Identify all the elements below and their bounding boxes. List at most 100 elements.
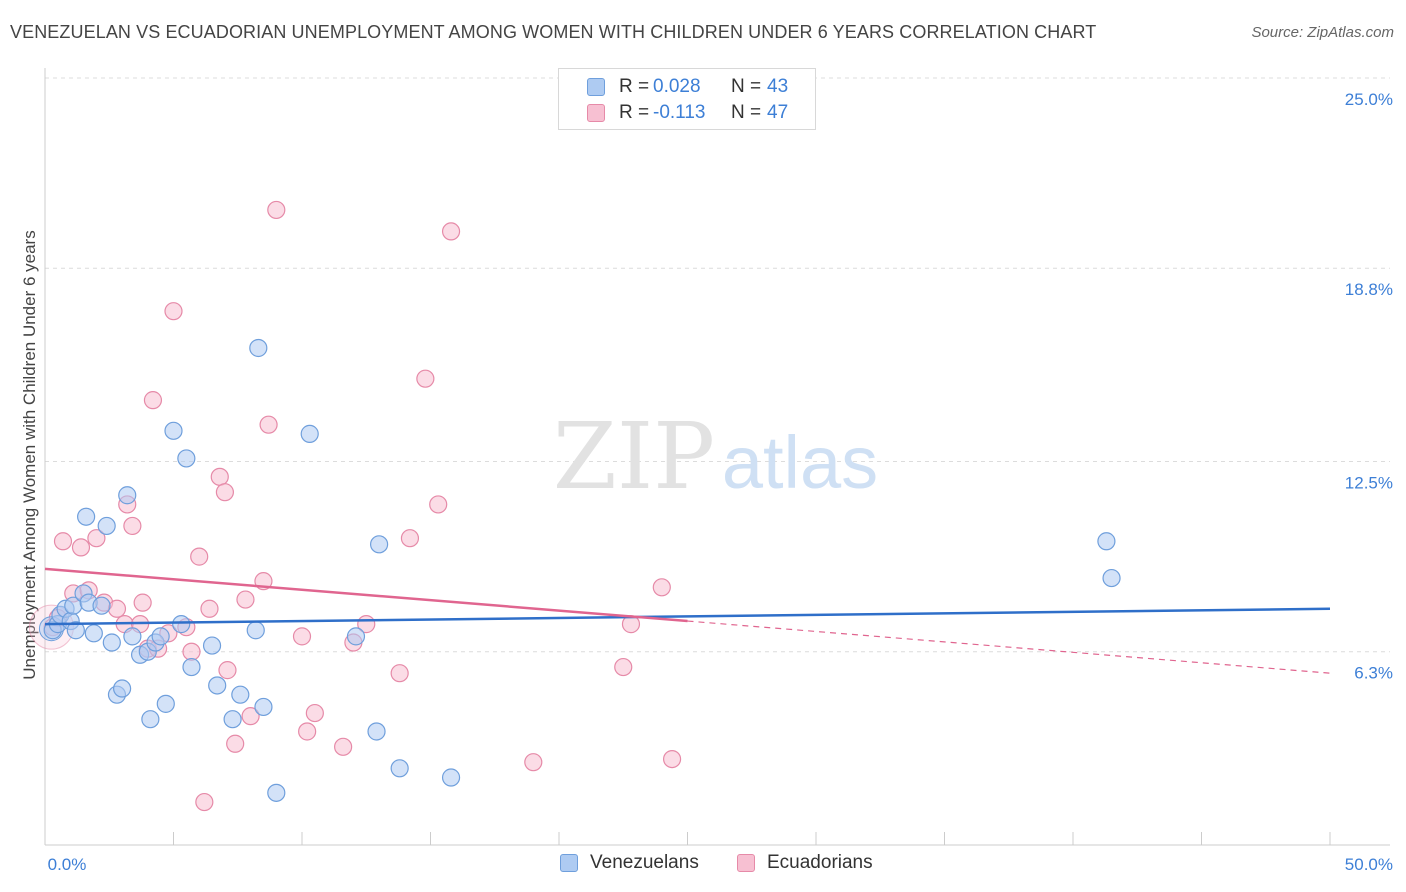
venezuelans-point — [346, 627, 366, 646]
grid-lines — [45, 77, 1390, 653]
ecuadorians-point — [210, 467, 229, 486]
venezuelans-point — [164, 421, 183, 440]
ecuadorians-label: Ecuadorians — [767, 852, 873, 873]
legend-n-value: 43 — [767, 76, 789, 97]
ecuadorians-point — [123, 516, 142, 536]
venezuelans-point — [390, 759, 409, 778]
ecuadorians-trend-line — [44, 567, 688, 623]
ecuadorians-point — [305, 703, 324, 723]
ecuadorians-point — [524, 753, 543, 772]
venezuelans-point — [156, 694, 175, 713]
venezuelans-point — [97, 516, 116, 536]
ecuadorians-point — [267, 200, 286, 220]
ecuadorians-point — [236, 590, 255, 609]
ecuadorians-point — [400, 529, 420, 548]
y-tick-label: 25.0% — [1345, 90, 1393, 109]
y-tick-label: 18.8% — [1345, 280, 1393, 299]
ecuadorians-point — [195, 792, 214, 812]
ecuadorians-swatch — [737, 854, 755, 872]
ecuadorians-trend-extension — [687, 620, 1331, 674]
legend-r-value: -0.113 — [653, 102, 706, 123]
ecuadorians-point — [441, 222, 461, 241]
ecuadorians-point — [200, 599, 219, 618]
x-tick-label: 50.0% — [1345, 855, 1393, 874]
venezuelans-point — [112, 679, 132, 698]
trend-lines — [44, 567, 1331, 674]
ecuadorians-point — [143, 391, 163, 410]
venezuelans-point — [441, 768, 461, 787]
chart-title: VENEZUELAN VS ECUADORIAN UNEMPLOYMENT AM… — [10, 22, 1097, 42]
ecuadorians-point — [164, 302, 183, 321]
ecuadorians-point — [298, 722, 317, 741]
venezuelans-point — [208, 676, 227, 695]
ecuadorians-point — [133, 593, 152, 612]
venezuelans-point — [1102, 568, 1121, 588]
axes — [44, 68, 1390, 846]
ecuadorians-point — [334, 737, 353, 756]
venezuelans-point — [1097, 532, 1116, 551]
venezuelans-point — [231, 685, 250, 704]
venezuelans-point — [249, 338, 268, 358]
venezuelans-point — [66, 621, 85, 640]
venezuelans-point — [92, 596, 111, 615]
venezuelans-point — [202, 636, 222, 655]
correlation-legend: R = 0.028 N = 43 R = -0.113 N = 47 — [558, 68, 816, 130]
legend-r-value: 0.028 — [653, 76, 701, 97]
venezuelans-point — [102, 633, 121, 652]
venezuelans-label: Venezuelans — [590, 852, 699, 873]
ecuadorians-point — [292, 627, 312, 646]
ecuadorians-point — [226, 734, 245, 753]
chart-source: Source: ZipAtlas.com — [1251, 24, 1394, 41]
venezuelans-point — [182, 657, 201, 677]
ecuadorians-point — [107, 599, 127, 618]
x-tick-labels: 0.0% 50.0% — [48, 855, 1393, 874]
ecuadorians-point — [87, 529, 106, 548]
venezuelans-point — [123, 627, 142, 646]
ecuadorians-point — [662, 749, 682, 769]
ecuadorians-point — [429, 495, 448, 514]
ecuadorians-point — [390, 664, 409, 683]
ecuadorians-point — [53, 532, 73, 551]
legend-n-value: 47 — [767, 102, 789, 123]
ecuadorians-point — [190, 547, 209, 566]
venezuelans-point — [300, 424, 319, 443]
venezuelans-points — [38, 338, 1121, 802]
venezuelans-point — [77, 507, 96, 526]
ecuadorians-point — [652, 578, 671, 597]
ecuadorians-point — [182, 642, 201, 661]
y-tick-label: 6.3% — [1354, 664, 1393, 683]
ecuadorians-point — [241, 707, 260, 726]
venezuelans-point — [172, 615, 191, 634]
ecuadorians-point — [215, 483, 234, 502]
y-tick-labels: 6.3% 12.5% 18.8% 25.0% — [1345, 90, 1393, 683]
ecuadorians-point — [218, 661, 237, 680]
legend-r-label: R = — [619, 76, 650, 97]
legend-n-label: N = — [731, 102, 762, 123]
ecuadorians-point — [416, 369, 435, 388]
legend-n-label: N = — [731, 76, 762, 97]
watermark: ZIP atlas — [553, 403, 878, 510]
venezuelans-swatch — [560, 854, 578, 872]
ecuadorians-point — [71, 538, 91, 557]
venezuelans-trend-line — [44, 607, 1331, 626]
ecuadorians-swatch — [587, 104, 605, 122]
y-tick-label: 12.5% — [1345, 474, 1393, 493]
venezuelans-point — [84, 624, 103, 643]
watermark-zip: ZIP — [553, 403, 715, 510]
watermark-atlas: atlas — [722, 421, 878, 504]
venezuelans-point — [370, 535, 389, 554]
ecuadorians-point — [614, 657, 633, 677]
x-tick-label: 0.0% — [48, 855, 87, 874]
legend-r-label: R = — [619, 102, 650, 123]
venezuelans-point — [118, 486, 137, 505]
venezuelans-point — [254, 697, 273, 717]
venezuelans-point — [223, 710, 242, 729]
venezuelans-swatch — [587, 78, 605, 96]
venezuelans-point — [141, 710, 160, 729]
venezuelans-point — [267, 783, 286, 802]
venezuelans-point — [246, 621, 265, 640]
venezuelans-point — [151, 627, 170, 646]
ecuadorians-point — [259, 415, 278, 434]
venezuelans-point — [177, 449, 196, 468]
